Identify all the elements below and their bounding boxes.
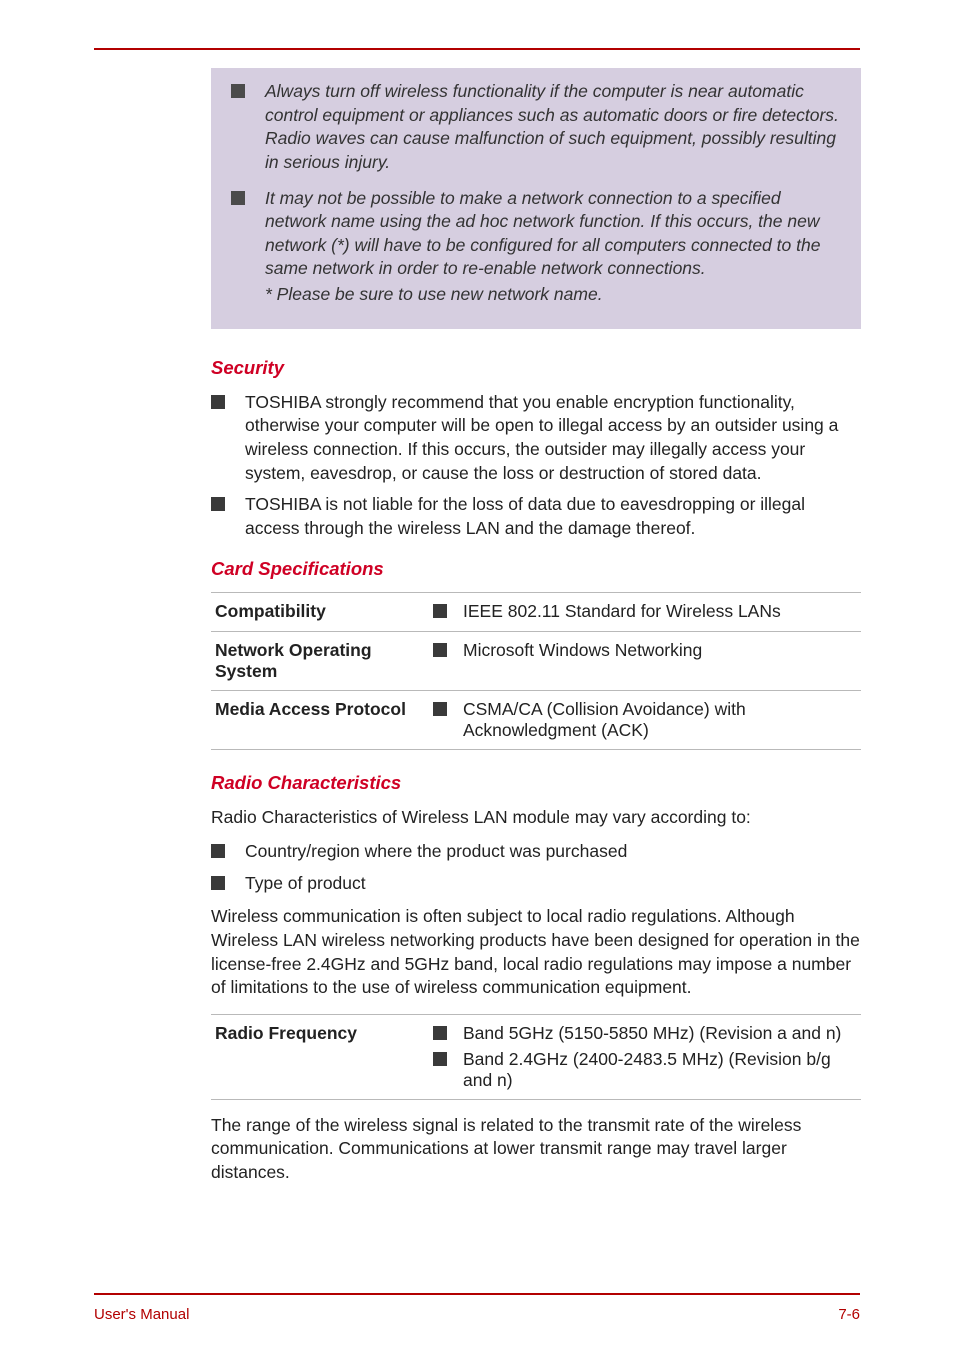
list-item: Type of product [211, 872, 861, 896]
spec-bullet-cell [429, 593, 459, 632]
list-item: TOSHIBA strongly recommend that you enab… [211, 391, 861, 486]
square-bullet-icon [231, 84, 245, 98]
freq-label: Radio Frequency [211, 1014, 429, 1099]
freq-values: Band 5GHz (5150-5850 MHz) (Revision a an… [429, 1014, 861, 1099]
spec-bullet-cell [429, 691, 459, 750]
footer-rule [94, 1293, 860, 1295]
table-row: Compatibility IEEE 802.11 Standard for W… [211, 593, 861, 632]
notice-box: Always turn off wireless functionality i… [211, 68, 861, 329]
table-row: Media Access Protocol CSMA/CA (Collision… [211, 691, 861, 750]
list-item: Country/region where the product was pur… [211, 840, 861, 864]
security-list: TOSHIBA strongly recommend that you enab… [211, 391, 861, 541]
square-bullet-icon [433, 643, 447, 657]
spec-value: IEEE 802.11 Standard for Wireless LANs [459, 593, 861, 632]
square-bullet-icon [211, 395, 225, 409]
table-row: Radio Frequency Band 5GHz (5150-5850 MHz… [211, 1014, 861, 1099]
freq-value-row: Band 5GHz (5150-5850 MHz) (Revision a an… [433, 1023, 857, 1045]
footer-left: User's Manual [94, 1306, 189, 1323]
notice-list: Always turn off wireless functionality i… [231, 80, 845, 307]
notice-body: It may not be possible to make a network… [265, 188, 820, 279]
square-bullet-icon [433, 702, 447, 716]
square-bullet-icon [211, 497, 225, 511]
spec-bullet-cell [433, 1049, 463, 1071]
freq-value: Band 2.4GHz (2400-2483.5 MHz) (Revision … [463, 1049, 857, 1091]
list-item: TOSHIBA is not liable for the loss of da… [211, 493, 861, 540]
spec-label: Network Operating System [211, 632, 429, 691]
security-item-text: TOSHIBA strongly recommend that you enab… [245, 392, 838, 483]
radio-intro: Radio Characteristics of Wireless LAN mo… [211, 806, 861, 830]
square-bullet-icon [211, 876, 225, 890]
radio-freq-table: Radio Frequency Band 5GHz (5150-5850 MHz… [211, 1014, 861, 1100]
square-bullet-icon [211, 844, 225, 858]
notice-text: Always turn off wireless functionality i… [265, 81, 839, 172]
radio-heading: Radio Characteristics [211, 772, 861, 794]
spec-bullet-cell [429, 632, 459, 691]
factor-text: Country/region where the product was pur… [245, 841, 627, 861]
header-rule [94, 48, 860, 50]
freq-value-row: Band 2.4GHz (2400-2483.5 MHz) (Revision … [433, 1049, 857, 1091]
square-bullet-icon [433, 1026, 447, 1040]
security-heading: Security [211, 357, 861, 379]
security-item-text: TOSHIBA is not liable for the loss of da… [245, 494, 805, 538]
radio-range-note: The range of the wireless signal is rela… [211, 1114, 861, 1185]
spec-bullet-cell [433, 1023, 463, 1045]
notice-item: Always turn off wireless functionality i… [231, 80, 845, 175]
radio-regulation-note: Wireless communication is often subject … [211, 905, 861, 1000]
spec-value: Microsoft Windows Networking [459, 632, 861, 691]
spec-value: CSMA/CA (Collision Avoidance) with Ackno… [459, 691, 861, 750]
content-column: Always turn off wireless functionality i… [211, 68, 861, 1195]
square-bullet-icon [433, 1052, 447, 1066]
spec-label: Compatibility [211, 593, 429, 632]
table-row: Network Operating System Microsoft Windo… [211, 632, 861, 691]
page: Always turn off wireless functionality i… [0, 0, 954, 1345]
factor-text: Type of product [245, 873, 366, 893]
freq-value: Band 5GHz (5150-5850 MHz) (Revision a an… [463, 1023, 857, 1044]
square-bullet-icon [231, 191, 245, 205]
notice-item: It may not be possible to make a network… [231, 187, 845, 307]
square-bullet-icon [433, 604, 447, 618]
footer-right: 7-6 [838, 1306, 860, 1323]
radio-factors-list: Country/region where the product was pur… [211, 840, 861, 895]
notice-text: It may not be possible to make a network… [265, 188, 845, 307]
spec-label: Media Access Protocol [211, 691, 429, 750]
notice-footnote: * Please be sure to use new network name… [265, 283, 845, 307]
card-spec-table: Compatibility IEEE 802.11 Standard for W… [211, 592, 861, 750]
card-spec-heading: Card Specifications [211, 558, 861, 580]
